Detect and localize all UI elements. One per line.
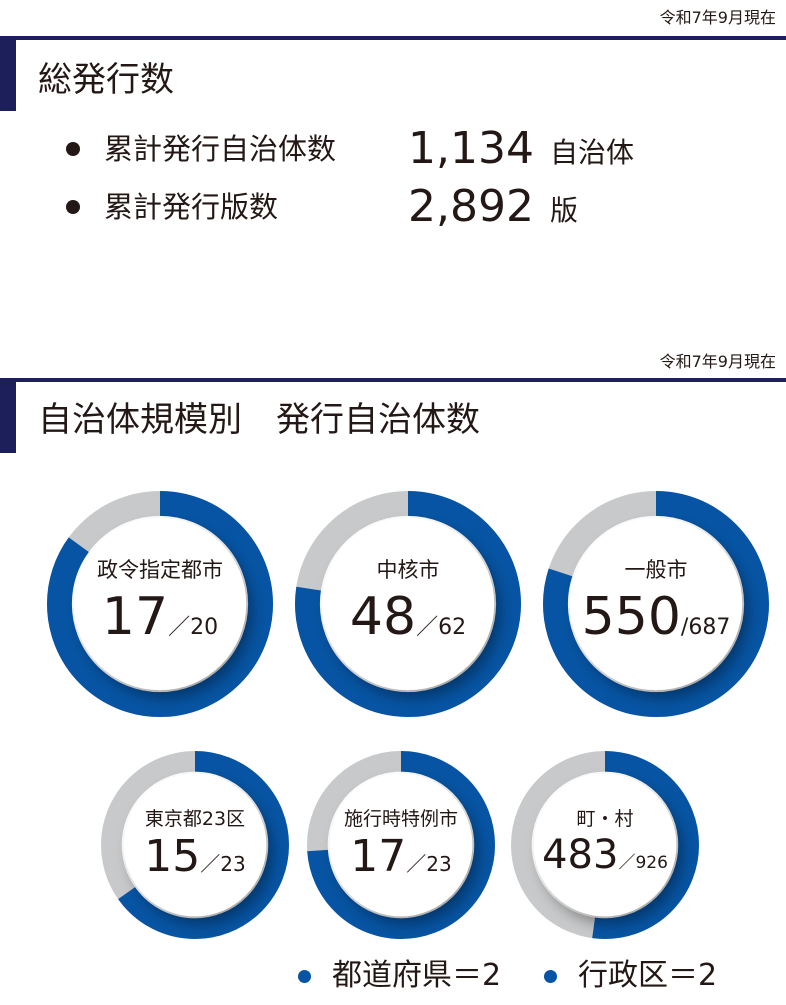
donut-filled-arc (100, 750, 290, 940)
donut-category-label: 東京都23区 (144, 807, 246, 830)
as-of-date-2: 令和7年9月現在 (659, 352, 776, 371)
section-title-2: 自治体規模別 発行自治体数 (38, 400, 480, 440)
stat-row-editions: 累計発行版数 2,892 版 (60, 182, 700, 232)
donut-value-number: 483 (542, 832, 619, 879)
donut-value-label: 550/687 (543, 587, 769, 647)
section-accent-1 (0, 36, 16, 111)
donut-value-number: 17 (101, 587, 169, 648)
donut-value-number: 17 (350, 830, 407, 882)
section-title-1: 総発行数 (38, 60, 174, 100)
legend-dot-icon (298, 970, 311, 983)
donut-value-number: 15 (144, 830, 201, 882)
legend-dot-icon (544, 970, 557, 983)
donut-center-disc (569, 517, 743, 691)
donut-total-number: ／23 (406, 851, 452, 876)
donut-category-label: 施行時特例市 (343, 807, 458, 830)
donut-center-disc (73, 517, 247, 691)
bullet-icon (66, 142, 80, 156)
donut-value-label: 17／20 (47, 587, 273, 647)
donut-category-label: 町・村 (576, 807, 634, 830)
legend-label: 都道府県＝2 (332, 958, 502, 993)
donut-category-label: 一般市 (624, 558, 688, 583)
donut-svg (306, 750, 496, 940)
donut-filled-arc (295, 491, 521, 717)
stat-value: 1,134 (408, 123, 534, 174)
donut-chart: 政令指定都市 17／20 (47, 491, 273, 717)
donut-filled-arc (306, 750, 496, 940)
donut-category-label: 政令指定都市 (97, 558, 223, 583)
stat-unit: 版 (550, 194, 579, 227)
donut-chart: 中核市 48／62 (295, 491, 521, 717)
legend: 都道府県＝2 行政区＝2 (0, 952, 786, 1002)
donut-total-number: ／926 (618, 853, 668, 874)
donut-value-label: 48／62 (295, 587, 521, 647)
stat-unit: 自治体 (550, 136, 635, 169)
stat-label: 累計発行自治体数 (104, 132, 337, 166)
bullet-icon (66, 200, 80, 214)
donut-value-number: 48 (349, 587, 417, 648)
donut-center-disc (321, 517, 495, 691)
donut-value-label: 17／23 (307, 831, 495, 882)
stat-value: 2,892 (408, 181, 534, 232)
donut-value-label: 15／23 (101, 831, 289, 882)
donut-value-number: 550 (581, 587, 681, 648)
donut-chart: 施行時特例市 17／23 (306, 750, 496, 940)
donut-category-label: 中核市 (376, 558, 440, 583)
donut-svg (100, 750, 290, 940)
donut-filled-arc (47, 491, 273, 717)
stat-row-municipalities: 累計発行自治体数 1,134 自治体 (60, 124, 700, 174)
donut-total-number: /687 (680, 615, 731, 641)
donut-total-number: ／23 (200, 851, 246, 876)
donut-total-number: ／62 (416, 615, 467, 641)
donut-chart: 町・村 483／926 (510, 750, 700, 940)
donut-center-disc (123, 773, 267, 917)
donut-svg (510, 750, 700, 940)
donut-total-number: ／20 (168, 615, 219, 641)
donut-filled-arc (543, 491, 769, 717)
donut-chart: 東京都23区 15／23 (100, 750, 290, 940)
legend-label: 行政区＝2 (578, 958, 718, 993)
donut-filled-arc (510, 750, 700, 940)
donut-value-label: 483／926 (511, 832, 699, 878)
donut-svg (295, 491, 521, 717)
as-of-date-1: 令和7年9月現在 (659, 8, 776, 27)
section-accent-2 (0, 378, 16, 453)
section-rule-2 (0, 378, 786, 382)
section-rule-1 (0, 36, 786, 40)
stat-label: 累計発行版数 (104, 190, 279, 224)
donut-svg (47, 491, 273, 717)
donut-center-disc (329, 773, 473, 917)
donut-svg (543, 491, 769, 717)
donut-center-disc (533, 773, 677, 917)
donut-chart: 一般市 550/687 (543, 491, 769, 717)
